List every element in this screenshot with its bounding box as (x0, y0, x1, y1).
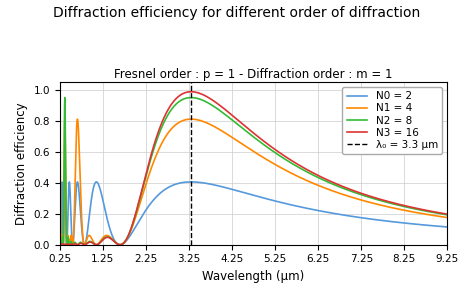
N3 = 16 (188, 90, 194, 94)
N1 = 4 (205, 122, 211, 125)
N1 = 4 (57, 132, 63, 136)
N0 = 2 (205, 182, 211, 185)
N1 = 4 (445, 216, 450, 219)
N2 = 8 (346, 189, 352, 192)
N3 = 16 (66, 243, 72, 246)
N0 = 2 (376, 218, 382, 222)
N2 = 8 (290, 162, 295, 165)
N1 = 4 (309, 181, 315, 184)
N0 = 2 (346, 214, 352, 218)
N2 = 8 (205, 101, 211, 105)
N1 = 4 (376, 203, 382, 207)
Text: Diffraction efficiency for different order of diffraction: Diffraction efficiency for different ord… (54, 6, 420, 20)
N0 = 2 (57, 186, 63, 190)
N2 = 8 (188, 96, 194, 99)
Title: Fresnel order : p = 1 - Diffraction order : m = 1: Fresnel order : p = 1 - Diffraction orde… (114, 68, 393, 81)
N0 = 2 (445, 225, 450, 229)
Line: N1 = 4: N1 = 4 (60, 119, 447, 245)
Line: N3 = 16: N3 = 16 (60, 92, 447, 245)
N0 = 2 (117, 243, 123, 246)
N3 = 16 (445, 212, 450, 216)
N2 = 8 (66, 243, 72, 246)
Legend: N0 = 2, N1 = 4, N2 = 8, N3 = 16, λ₀ = 3.3 μm: N0 = 2, N1 = 4, N2 = 8, N3 = 16, λ₀ = 3.… (342, 87, 442, 154)
N0 = 2 (309, 207, 315, 211)
N1 = 4 (290, 172, 295, 176)
N0 = 2 (128, 234, 133, 237)
Y-axis label: Diffraction efficiency: Diffraction efficiency (15, 102, 28, 225)
N2 = 8 (128, 229, 133, 233)
N3 = 16 (376, 197, 382, 201)
N0 = 2 (188, 180, 194, 184)
N2 = 8 (445, 213, 450, 217)
N2 = 8 (57, 242, 63, 246)
N2 = 8 (309, 173, 315, 176)
N1 = 4 (188, 117, 194, 121)
N3 = 16 (57, 243, 63, 246)
N0 = 2 (290, 203, 295, 207)
X-axis label: Wavelength (μm): Wavelength (μm) (202, 270, 305, 283)
N3 = 16 (309, 170, 315, 174)
N3 = 16 (128, 229, 133, 232)
N2 = 8 (376, 198, 382, 202)
Line: N2 = 8: N2 = 8 (60, 97, 447, 245)
N1 = 4 (128, 230, 133, 234)
N1 = 4 (346, 195, 352, 198)
N3 = 16 (205, 96, 211, 99)
N3 = 16 (346, 187, 352, 191)
Line: N0 = 2: N0 = 2 (60, 182, 447, 245)
N3 = 16 (290, 159, 295, 163)
N1 = 4 (66, 243, 72, 246)
